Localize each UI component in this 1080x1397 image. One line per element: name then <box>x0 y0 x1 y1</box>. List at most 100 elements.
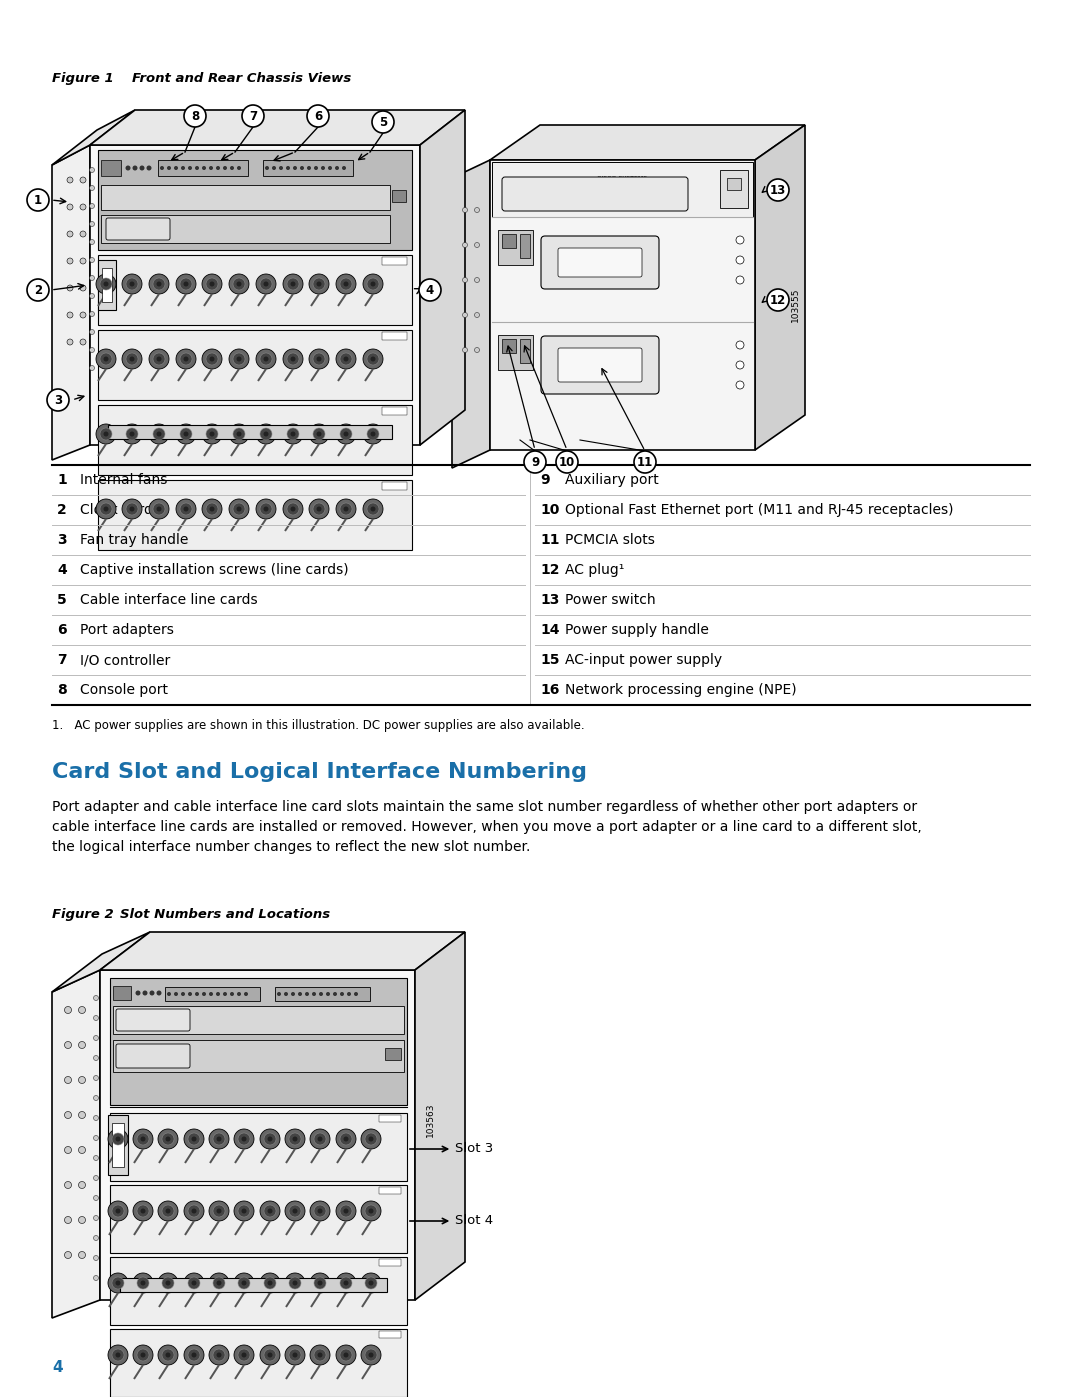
Bar <box>392 190 406 203</box>
FancyArrow shape <box>310 1221 321 1235</box>
Text: 103555: 103555 <box>791 288 799 323</box>
Circle shape <box>462 208 468 212</box>
Circle shape <box>94 1115 98 1120</box>
FancyArrow shape <box>257 518 267 531</box>
Text: 2: 2 <box>57 503 67 517</box>
FancyArrow shape <box>177 369 187 381</box>
Polygon shape <box>108 1115 129 1175</box>
Circle shape <box>242 1137 246 1141</box>
FancyArrow shape <box>133 1365 144 1380</box>
Bar <box>98 256 411 326</box>
FancyArrow shape <box>337 293 347 306</box>
Circle shape <box>229 349 249 369</box>
FancyArrow shape <box>361 1221 372 1235</box>
Circle shape <box>222 166 227 170</box>
FancyArrow shape <box>97 293 107 306</box>
Circle shape <box>90 293 95 299</box>
Circle shape <box>210 1345 229 1365</box>
Circle shape <box>318 1352 323 1358</box>
FancyArrow shape <box>185 1292 194 1308</box>
Circle shape <box>335 166 339 170</box>
Circle shape <box>293 1281 297 1285</box>
Circle shape <box>264 1206 276 1217</box>
FancyArrow shape <box>260 1365 271 1380</box>
Circle shape <box>462 243 468 247</box>
Circle shape <box>94 1076 98 1080</box>
Circle shape <box>67 285 73 291</box>
Text: Power supply handle: Power supply handle <box>565 623 708 637</box>
Circle shape <box>233 503 245 515</box>
Circle shape <box>363 499 383 520</box>
Text: AC-input power supply: AC-input power supply <box>565 652 723 666</box>
Circle shape <box>96 274 116 293</box>
Circle shape <box>264 507 269 511</box>
Text: Auxiliary port: Auxiliary port <box>565 474 659 488</box>
Circle shape <box>180 427 192 440</box>
Circle shape <box>153 278 165 291</box>
Circle shape <box>108 1273 129 1294</box>
Circle shape <box>162 1277 174 1289</box>
Circle shape <box>157 990 162 996</box>
Bar <box>490 161 755 450</box>
Circle shape <box>363 425 383 444</box>
Circle shape <box>291 432 296 436</box>
Circle shape <box>216 992 220 996</box>
Circle shape <box>65 1112 71 1119</box>
Circle shape <box>202 425 222 444</box>
Circle shape <box>104 507 108 511</box>
Circle shape <box>126 427 138 440</box>
Polygon shape <box>415 932 465 1301</box>
Circle shape <box>133 1201 153 1221</box>
Circle shape <box>206 353 218 365</box>
Circle shape <box>90 275 95 281</box>
Circle shape <box>313 353 325 365</box>
Text: Figure 2: Figure 2 <box>52 908 113 921</box>
Circle shape <box>287 278 299 291</box>
Circle shape <box>309 349 329 369</box>
Circle shape <box>149 499 168 520</box>
Circle shape <box>80 177 86 183</box>
Circle shape <box>210 432 215 436</box>
Circle shape <box>137 1277 149 1289</box>
Circle shape <box>293 1137 297 1141</box>
Circle shape <box>79 1006 85 1013</box>
Circle shape <box>126 353 138 365</box>
Circle shape <box>112 1206 124 1217</box>
Circle shape <box>65 1182 71 1189</box>
Bar <box>113 986 131 1000</box>
Circle shape <box>210 166 213 170</box>
Circle shape <box>361 1129 381 1148</box>
Circle shape <box>153 427 165 440</box>
Circle shape <box>264 1277 276 1289</box>
Circle shape <box>216 1352 221 1358</box>
Circle shape <box>234 1273 254 1294</box>
Circle shape <box>79 1077 85 1084</box>
Circle shape <box>79 1182 85 1189</box>
Circle shape <box>188 1133 200 1146</box>
Circle shape <box>140 1137 146 1141</box>
Circle shape <box>309 499 329 520</box>
Circle shape <box>343 507 349 511</box>
Circle shape <box>165 1352 171 1358</box>
Circle shape <box>206 503 218 515</box>
Circle shape <box>130 282 135 286</box>
Circle shape <box>319 992 323 996</box>
Bar <box>502 339 516 353</box>
Circle shape <box>147 165 151 170</box>
Circle shape <box>237 992 241 996</box>
Text: Port adapters: Port adapters <box>80 623 174 637</box>
Circle shape <box>291 356 296 362</box>
Circle shape <box>318 1281 323 1285</box>
Circle shape <box>140 1352 146 1358</box>
Circle shape <box>116 1281 121 1285</box>
Circle shape <box>256 349 276 369</box>
Circle shape <box>80 204 86 210</box>
Circle shape <box>268 1208 272 1214</box>
FancyArrow shape <box>310 518 320 531</box>
FancyArrow shape <box>158 1292 168 1308</box>
Circle shape <box>67 231 73 237</box>
Circle shape <box>333 992 337 996</box>
Circle shape <box>293 166 297 170</box>
Circle shape <box>140 1208 146 1214</box>
Bar <box>264 161 353 176</box>
